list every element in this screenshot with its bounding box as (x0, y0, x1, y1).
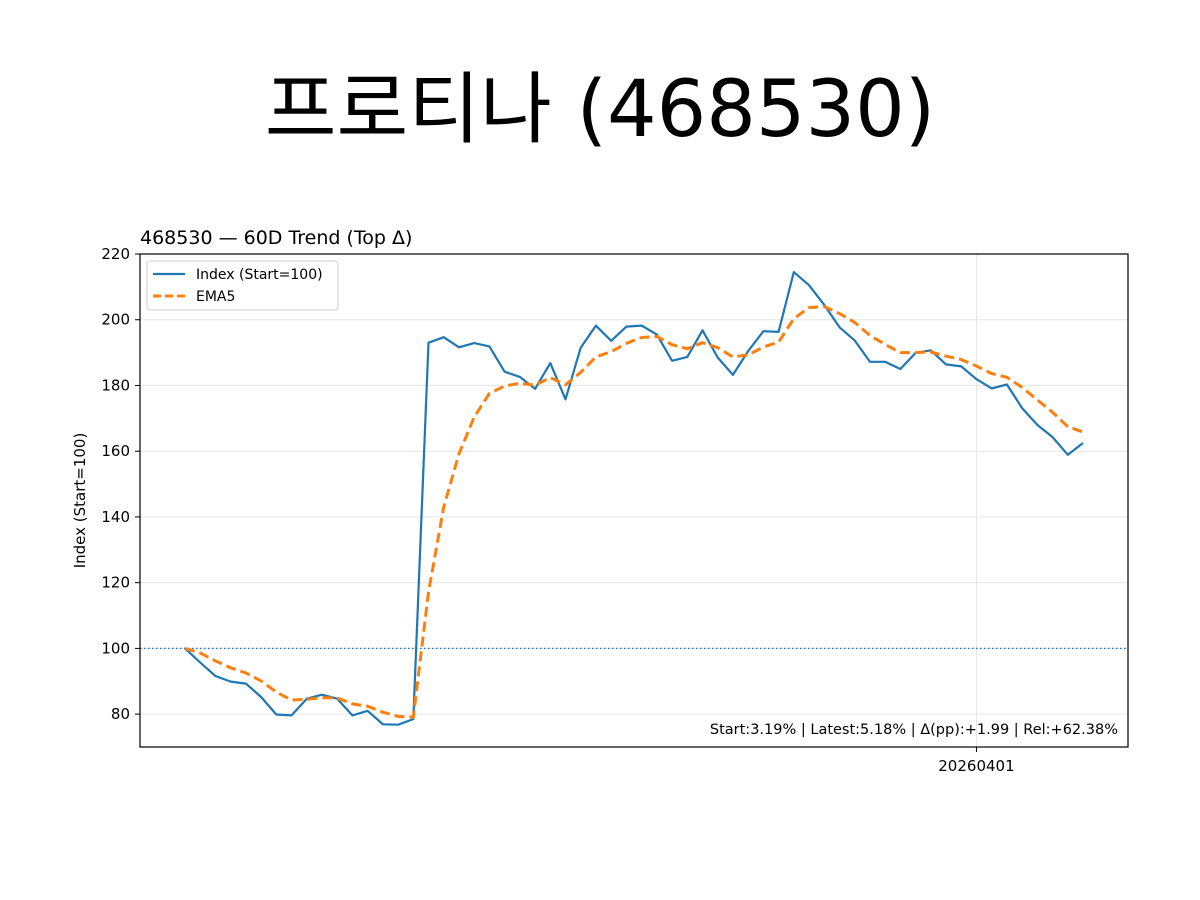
legend: Index (Start=100) EMA5 (146, 260, 339, 311)
y-tick-label: 160 (101, 442, 130, 460)
legend-box (146, 260, 339, 311)
y-axis: 80 100 120 140 160 180 200 220 (101, 245, 140, 723)
x-tick-label: 20260401 (938, 757, 1014, 775)
stats-annotation: Start:3.19% | Latest:5.18% | Δ(pp):+1.99… (710, 722, 1118, 738)
y-tick-label: 180 (101, 376, 130, 394)
y-tick-label: 140 (101, 508, 130, 526)
x-axis: 20260401 (938, 747, 1015, 775)
chart-title: 468530 — 60D Trend (Top Δ) (140, 227, 412, 249)
grid (140, 253, 1128, 747)
series-ema5-line (184, 305, 1084, 719)
y-axis-label: Index (Start=100) (71, 433, 89, 569)
page-title: 프로티나 (468530) (264, 65, 936, 155)
legend-label: EMA5 (196, 289, 235, 305)
y-tick-label: 220 (101, 245, 130, 263)
y-tick-label: 200 (101, 311, 130, 329)
y-tick-label: 100 (101, 639, 130, 657)
series-layer (184, 271, 1084, 726)
y-tick-label: 80 (111, 705, 130, 723)
y-tick-label: 120 (101, 574, 130, 592)
plot-frame (139, 253, 1129, 748)
legend-label: Index (Start=100) (196, 267, 323, 283)
